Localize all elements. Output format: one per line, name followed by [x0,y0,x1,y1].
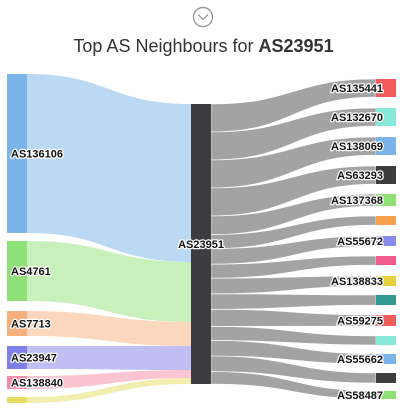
node-as55662[interactable] [376,354,396,364]
node-label-as55672: AS55672 [337,236,383,248]
link-as138840-to-center[interactable] [27,370,191,389]
node-right-unlabeled-4[interactable] [376,336,396,345]
node-as58487[interactable] [376,391,396,399]
link-as4761-to-center[interactable] [27,241,191,322]
node-as55672[interactable] [376,236,396,246]
node-label-as135441: AS135441 [331,83,383,95]
node-as23947[interactable] [7,346,27,369]
node-right-unlabeled-1[interactable] [376,216,396,225]
node-as137368[interactable] [376,194,396,206]
link-center-to-as135441[interactable] [210,78,377,133]
node-left-unlabeled[interactable] [7,397,27,403]
node-center[interactable] [191,104,211,384]
sankey-labels: AS136106 AS4761 AS7713 AS23947 AS138840 AS239… [10,82,385,404]
chevron-down-circle-icon[interactable] [192,6,214,28]
link-left-unlabeled-to-center[interactable] [27,378,191,403]
node-label-as58487: AS58487 [337,390,383,402]
node-label-as137368: AS137368 [331,195,383,207]
node-as135441[interactable] [376,79,396,97]
node-right-unlabeled-2[interactable] [376,256,396,265]
node-label-as138069: AS138069 [331,141,383,153]
node-right-unlabeled-3[interactable] [376,295,396,305]
node-as4761[interactable] [7,241,27,301]
link-as136106-to-center[interactable] [27,74,191,262]
node-label-as4761: AS4761 [11,266,51,278]
title-asn: AS23951 [258,36,334,56]
node-label-as63293: AS63293 [337,170,383,182]
node-as138069[interactable] [376,137,396,155]
node-as132670[interactable] [376,108,396,126]
page-title: Top AS Neighbours for AS23951 [0,36,407,57]
link-as23947-to-center[interactable] [27,346,191,370]
node-label-as23947: AS23947 [11,353,57,365]
node-label-as138833: AS138833 [331,276,383,288]
node-right-unlabeled-5[interactable] [376,373,396,383]
link-center-to-as138833[interactable] [210,275,377,295]
sankey-links [27,74,377,403]
node-label-as138840: AS138840 [11,378,63,390]
node-as59275[interactable] [376,315,396,326]
node-label-as136106: AS136106 [11,149,63,161]
node-label-as55662: AS55662 [337,354,383,366]
node-as7713[interactable] [7,311,27,336]
node-as138840[interactable] [7,376,27,389]
node-label-center: AS23951 [178,239,224,251]
node-label-as132670: AS132670 [331,112,383,124]
link-as7713-to-center[interactable] [27,311,191,346]
title-prefix: Top AS Neighbours for [73,36,259,56]
node-as63293[interactable] [376,166,396,184]
link-center-to-as138069[interactable] [210,136,377,189]
sankey-nodes [7,74,396,403]
node-as138833[interactable] [376,276,396,286]
node-label-as7713: AS7713 [11,319,51,331]
node-label-as59275: AS59275 [337,316,383,328]
link-center-to-as132670[interactable] [210,107,377,161]
node-as136106[interactable] [7,74,27,233]
link-center-to-as63293[interactable] [210,165,377,217]
link-center-to-right-unlabeled-3[interactable] [210,293,377,310]
